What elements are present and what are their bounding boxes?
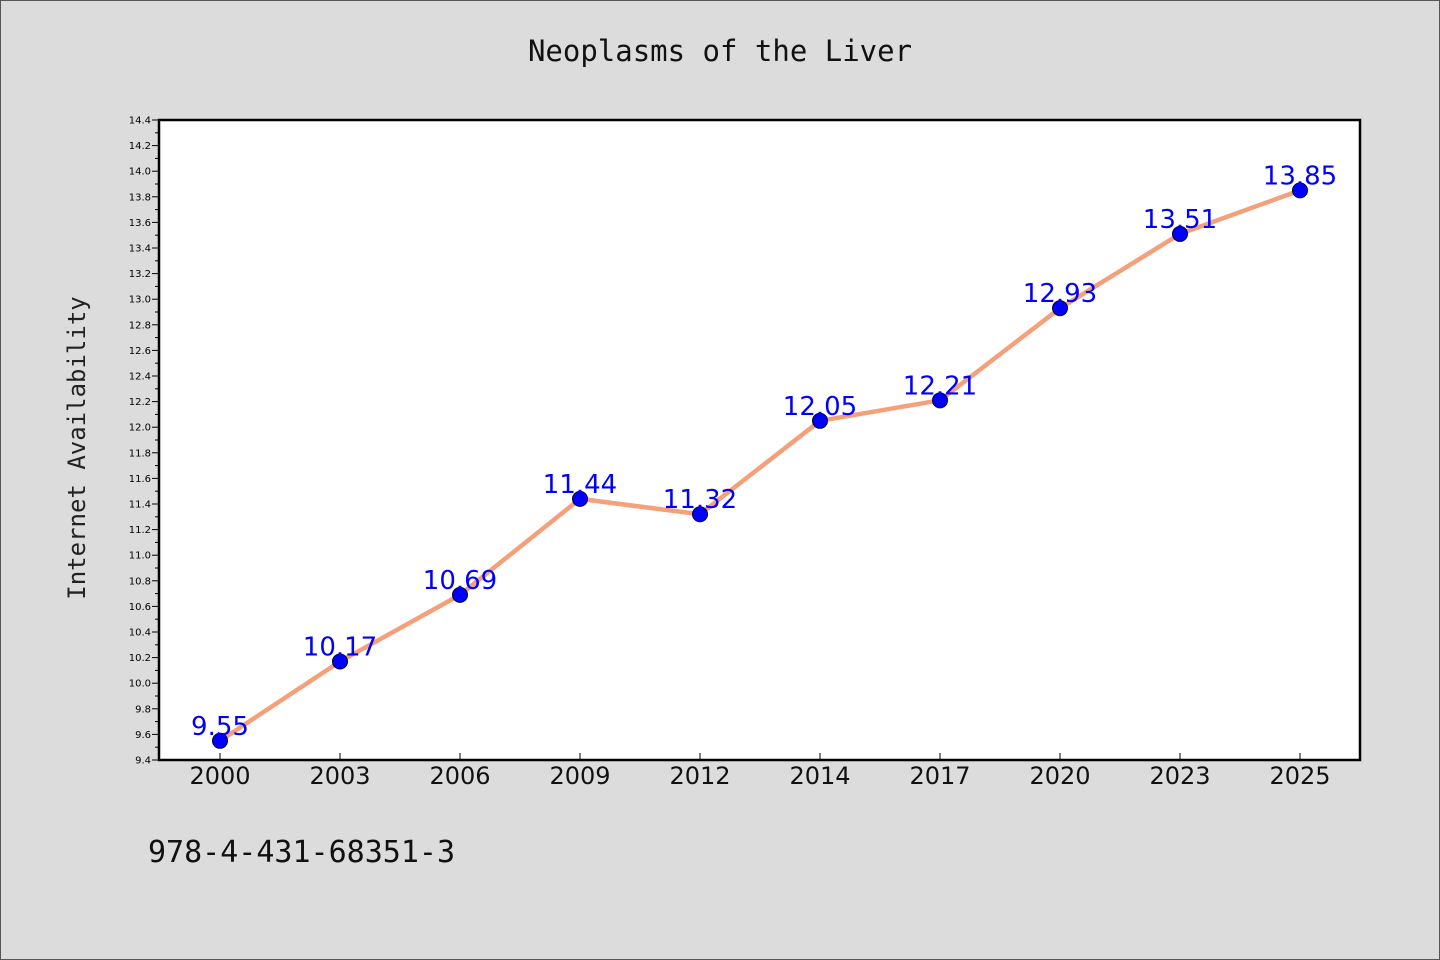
x-tick-label: 2020: [1029, 762, 1090, 790]
data-label: 10.17: [303, 632, 377, 662]
x-tick-label: 2017: [909, 762, 970, 790]
y-tick-label: 10.2: [129, 653, 151, 664]
y-tick-label: 11.4: [129, 500, 151, 511]
y-tick-label: 11.8: [129, 448, 151, 459]
data-point: [812, 412, 828, 429]
y-tick-label: 12.6: [129, 346, 151, 357]
y-tick-label: 13.0: [129, 295, 151, 306]
chart-title: Neoplasms of the Liver: [527, 34, 913, 68]
y-tick-label: 10.0: [129, 679, 151, 690]
y-tick-label: 13.8: [129, 192, 151, 203]
y-tick-label: 10.6: [129, 602, 151, 613]
y-tick-label: 14.2: [129, 141, 151, 152]
data-label: 11.44: [543, 470, 617, 500]
y-tick-label: 11.0: [129, 551, 151, 562]
data-point: [212, 732, 228, 749]
data-point: [1172, 225, 1188, 242]
y-tick-label: 10.8: [129, 576, 151, 587]
y-tick-label: 13.6: [129, 218, 151, 229]
x-tick-label: 2000: [189, 762, 250, 790]
y-tick-label: 10.4: [129, 628, 151, 639]
y-tick-label: 12.8: [129, 320, 151, 331]
data-point: [452, 586, 468, 603]
y-tick-label: 13.4: [129, 244, 151, 255]
data-point: [1292, 182, 1308, 199]
x-tick-label: 2003: [309, 762, 370, 790]
x-tick-label: 2009: [549, 762, 610, 790]
series-layer: 9.55 10.17 10.69 11.44 11.32 12.05 12.21 12.93 1…: [191, 161, 1337, 749]
x-tick-label: 2023: [1149, 762, 1210, 790]
x-tick-label: 2014: [789, 762, 850, 790]
x-tick-label: 2012: [669, 762, 730, 790]
y-tick-label: 14.0: [129, 167, 151, 178]
y-tick-label: 11.2: [129, 525, 151, 536]
y-tick-label: 11.6: [129, 474, 151, 485]
y-tick-label: 12.0: [129, 423, 151, 434]
y-tick-label: 13.2: [129, 269, 151, 280]
y-tick-label: 14.4: [129, 116, 151, 127]
y-tick-label: 9.8: [135, 704, 151, 715]
series-line: [217, 188, 1303, 744]
y-tick-label: 12.4: [129, 372, 151, 383]
data-label: 10.69: [423, 566, 497, 596]
y-tick-label: 9.4: [135, 756, 151, 767]
data-point: [932, 392, 948, 409]
footer-code: 978-4-431-68351-3: [148, 835, 456, 870]
data-point: [1052, 300, 1068, 317]
y-axis-ticks: 9.4 9.6 9.8 10.0 10.2 10.4 10.6 10.8 11.0 11.2 11.…: [129, 116, 159, 767]
data-label: 9.55: [191, 712, 249, 742]
data-label: 13.51: [1143, 205, 1217, 235]
data-label: 13.85: [1263, 161, 1337, 191]
x-tick-label: 2025: [1269, 762, 1330, 790]
data-point: [332, 653, 348, 670]
x-axis-ticks: 2000 2003 2006 2009 2012 2014 2017 2020 2023 2025: [189, 753, 1331, 790]
plot-border: [157, 118, 1362, 762]
data-label: 11.32: [663, 485, 737, 515]
data-label: 12.05: [783, 392, 857, 422]
y-tick-label: 9.6: [135, 730, 151, 741]
data-label: 12.21: [903, 371, 977, 401]
y-tick-label: 12.2: [129, 397, 151, 408]
x-tick-label: 2006: [429, 762, 490, 790]
data-point: [572, 490, 588, 507]
data-label: 12.93: [1023, 279, 1097, 309]
data-point: [692, 506, 708, 523]
